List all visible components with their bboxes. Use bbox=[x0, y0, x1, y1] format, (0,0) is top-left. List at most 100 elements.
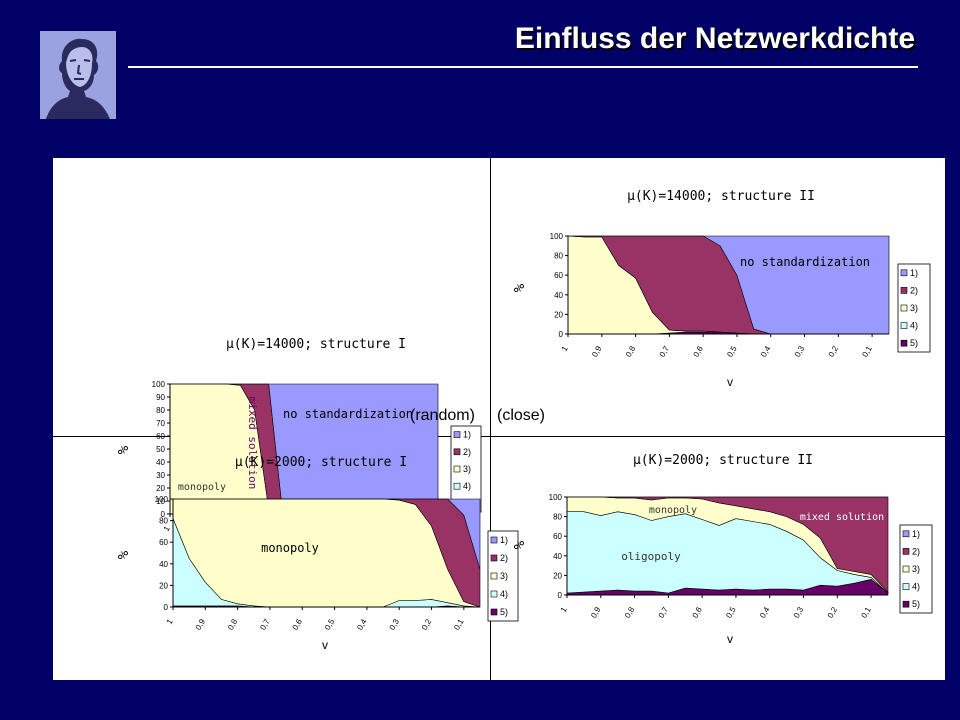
y-tick-label: 80 bbox=[553, 513, 562, 522]
x-tick-label: 0,8 bbox=[624, 344, 638, 359]
legend-label-2: 2) bbox=[912, 546, 920, 556]
x-tick-label: 0,2 bbox=[826, 605, 840, 620]
x-tick-label: 0,8 bbox=[226, 617, 240, 632]
x-tick-label: 0,2 bbox=[420, 617, 434, 632]
chart-title: μ(K)=2000; structure I bbox=[235, 455, 407, 470]
legend-label-5: 5) bbox=[500, 607, 508, 617]
random-label: (random) bbox=[410, 407, 475, 424]
chart-title: μ(K)=14000; structure II bbox=[627, 189, 815, 204]
legend-swatch-3 bbox=[453, 465, 461, 473]
area-series-1 bbox=[170, 383, 439, 515]
y-tick-label: 100 bbox=[152, 380, 166, 389]
y-axis-label: % bbox=[512, 540, 528, 549]
legend-swatch-5 bbox=[902, 600, 910, 608]
x-tick-label: 1 bbox=[162, 524, 172, 533]
x-tick-label: 0,6 bbox=[691, 605, 705, 620]
legend-label-3: 3) bbox=[463, 464, 471, 474]
y-tick-label: 0 bbox=[559, 330, 564, 339]
legend-swatch-4 bbox=[490, 590, 498, 598]
legend-swatch-4 bbox=[902, 583, 910, 590]
annotation-oligopoly: oligopoly bbox=[621, 550, 681, 563]
legend-swatch-4 bbox=[900, 322, 908, 329]
annotation-monopoly: monopoly bbox=[261, 541, 319, 555]
legend-swatch-1 bbox=[900, 269, 908, 277]
y-tick-label: 100 bbox=[549, 493, 563, 502]
legend-swatch-3 bbox=[900, 304, 908, 312]
x-tick-label: 0,8 bbox=[623, 605, 637, 620]
x-tick-label: 1 bbox=[560, 344, 570, 353]
legend-swatch-2 bbox=[900, 287, 908, 294]
legend-label-4: 4) bbox=[912, 582, 920, 592]
legend-label-2: 2) bbox=[910, 285, 918, 295]
chart-title: μ(K)=14000; structure I bbox=[226, 337, 406, 352]
x-tick-label: 0,9 bbox=[590, 344, 604, 359]
legend-label-1: 1) bbox=[912, 529, 920, 539]
x-tick-label: 0,4 bbox=[759, 344, 773, 359]
x-tick-label: 0,1 bbox=[452, 617, 466, 632]
y-axis-label: % bbox=[116, 550, 132, 559]
y-tick-label: 80 bbox=[156, 406, 165, 415]
x-tick-label: 0,7 bbox=[258, 617, 272, 632]
y-tick-label: 60 bbox=[554, 271, 563, 280]
annotation-mixed-solution: mixed solution bbox=[246, 397, 259, 490]
chart-structure-ii-14000: 0 20 40 60 80 100 1 0,9 0,8 0,7 0,6 0,5 0,4 0,3 0,2 0,1… bbox=[512, 189, 931, 389]
x-tick-label: 0,4 bbox=[355, 617, 369, 632]
legend-swatch-2 bbox=[490, 554, 498, 562]
annotation-no-standardization: no standardization bbox=[283, 407, 413, 421]
x-tick-label: 0,5 bbox=[323, 617, 337, 632]
goethe-logo bbox=[40, 31, 116, 119]
x-tick-label: 1 bbox=[559, 605, 569, 614]
x-tick-label: 0,1 bbox=[859, 605, 873, 620]
legend-swatch-3 bbox=[490, 572, 498, 580]
y-tick-label: 10 bbox=[156, 497, 165, 506]
legend-label-1: 1) bbox=[500, 535, 508, 545]
x-tick-label: 0,5 bbox=[725, 344, 739, 359]
legend-swatch-2 bbox=[453, 448, 461, 456]
y-tick-label: 60 bbox=[553, 532, 562, 541]
annotation-monopoly: monopoly bbox=[649, 505, 697, 516]
legend-swatch-2 bbox=[902, 548, 910, 555]
x-tick-label: 0,3 bbox=[792, 605, 806, 620]
legend-swatch-5 bbox=[900, 339, 908, 347]
x-tick-label: 0,3 bbox=[388, 617, 402, 632]
title-underline bbox=[128, 66, 918, 68]
x-tick-label: 0,9 bbox=[589, 605, 603, 620]
legend-label-1: 1) bbox=[463, 430, 471, 440]
legend-label-3: 3) bbox=[912, 564, 920, 574]
legend-swatch-5 bbox=[490, 608, 498, 616]
x-tick-label: 0,2 bbox=[827, 344, 841, 359]
legend-label-3: 3) bbox=[910, 303, 918, 313]
x-tick-label: 1 bbox=[165, 617, 175, 626]
y-tick-label: 40 bbox=[554, 291, 563, 300]
y-tick-label: 30 bbox=[156, 471, 165, 480]
y-tick-label: 50 bbox=[156, 445, 165, 454]
y-tick-label: 20 bbox=[156, 484, 165, 493]
legend-label-4: 4) bbox=[463, 481, 471, 491]
x-tick-label: 0,5 bbox=[724, 605, 738, 620]
y-tick-label: 100 bbox=[550, 232, 564, 241]
y-tick-label: 40 bbox=[159, 560, 168, 569]
y-tick-label: 70 bbox=[156, 419, 165, 428]
horizontal-divider bbox=[53, 436, 945, 437]
legend-label-4: 4) bbox=[910, 321, 918, 331]
y-tick-label: 20 bbox=[553, 571, 562, 580]
y-tick-label: 0 bbox=[161, 510, 166, 519]
y-axis-label: % bbox=[512, 283, 528, 292]
y-tick-label: 20 bbox=[554, 310, 563, 319]
legend-label-4: 4) bbox=[500, 589, 508, 599]
legend-swatch-4 bbox=[453, 482, 461, 490]
y-axis-label: % bbox=[116, 445, 132, 454]
legend-label-5: 5) bbox=[910, 338, 918, 348]
legend-label-2: 2) bbox=[500, 553, 508, 563]
page-title: Einfluss der Netzwerkdichte bbox=[514, 22, 915, 55]
chart-structure-ii-2000: 0 20 40 60 80 100 1 0,9 0,8 0,7 0,6 0,5 0,4 0,3 0,2 0,1… bbox=[512, 453, 933, 646]
x-axis-label: v bbox=[727, 632, 733, 646]
annotation-monopoly: monopoly bbox=[178, 482, 226, 493]
y-tick-label: 40 bbox=[156, 458, 165, 467]
annotation-no-standardization: no standardization bbox=[740, 255, 870, 269]
y-tick-label: 90 bbox=[156, 393, 165, 402]
legend-label-1: 1) bbox=[910, 268, 918, 278]
close-label: (close) bbox=[497, 407, 546, 424]
vertical-divider bbox=[490, 158, 491, 680]
